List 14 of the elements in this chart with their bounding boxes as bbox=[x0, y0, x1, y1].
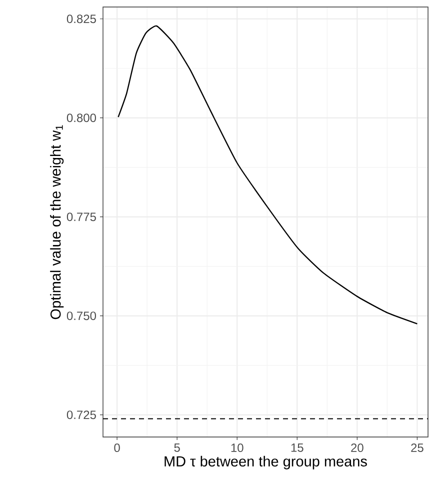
y-tick-label: 0.725 bbox=[66, 410, 96, 420]
x-tick-label: 5 bbox=[174, 444, 180, 452]
x-tick-label: 10 bbox=[231, 444, 244, 452]
y-tick-label: 0.825 bbox=[66, 14, 96, 24]
line-series bbox=[118, 25, 418, 324]
x-tick-label: 20 bbox=[351, 444, 364, 452]
x-tick-label: 0 bbox=[114, 444, 120, 452]
y-axis-title: Optimal value of the weight w$_{1}$ bbox=[50, 125, 64, 320]
x-axis-title: MD τ between the group means bbox=[164, 456, 367, 470]
y-tick-label: 0.800 bbox=[66, 114, 96, 122]
x-tick-label: 25 bbox=[411, 444, 424, 452]
y-tick-label: 0.750 bbox=[66, 312, 96, 320]
x-tick-label: 15 bbox=[291, 444, 304, 452]
y-tick-label: 0.775 bbox=[66, 212, 96, 222]
